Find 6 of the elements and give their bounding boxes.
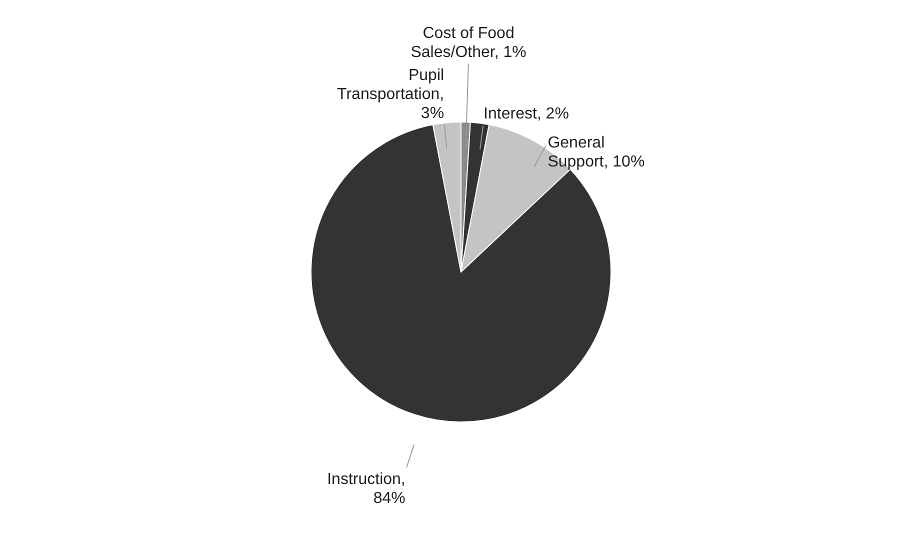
slice-label: General Support, 10% xyxy=(548,134,645,170)
pie-slice xyxy=(310,124,612,422)
slice-label: Cost of Food Sales/Other, 1% xyxy=(410,25,526,62)
slice-label: Pupil Transportation, 3% xyxy=(337,66,444,122)
slice-label: Instruction, 84% xyxy=(327,471,406,508)
slice-label: Interest, 2% xyxy=(484,105,569,122)
